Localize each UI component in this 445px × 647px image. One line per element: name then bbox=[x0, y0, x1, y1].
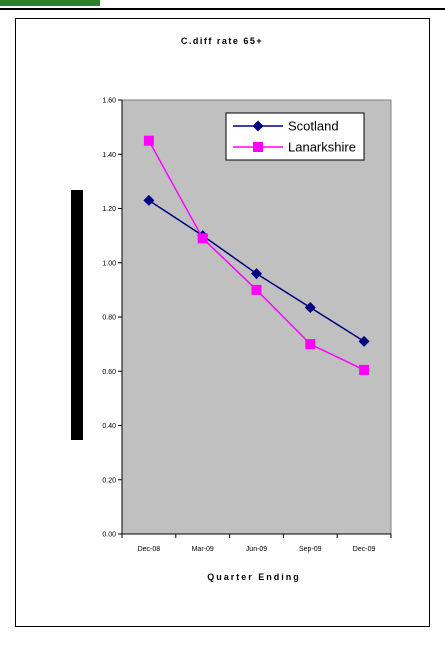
data-point-scotland bbox=[143, 194, 155, 206]
series-lanarkshire bbox=[143, 135, 370, 375]
data-point-lanarkshire bbox=[197, 233, 208, 244]
legend-label: Lanarkshire bbox=[288, 140, 356, 155]
y-tick-label: 0.60 bbox=[102, 369, 116, 376]
y-tick-label: 0.40 bbox=[102, 423, 116, 430]
x-tick-label: Sep-09 bbox=[299, 546, 322, 553]
data-point-lanarkshire bbox=[251, 284, 262, 295]
x-axis-label: Quarter Ending bbox=[207, 572, 301, 582]
legend-marker bbox=[252, 120, 264, 132]
legend: Scotland Lanarkshire bbox=[225, 112, 365, 161]
data-point-lanarkshire bbox=[305, 339, 316, 350]
y-axis-redaction-bar bbox=[71, 190, 83, 440]
y-tick-label: 0.00 bbox=[102, 532, 116, 539]
y-tick-label: 1.00 bbox=[102, 260, 116, 267]
data-point-scotland bbox=[358, 335, 370, 347]
legend-marker bbox=[253, 142, 263, 152]
x-tick-label: Mar-09 bbox=[192, 546, 214, 553]
y-tick-label: 0.20 bbox=[102, 477, 116, 484]
y-tick-label: 0.80 bbox=[102, 315, 116, 322]
legend-box bbox=[225, 112, 365, 161]
header-divider bbox=[0, 8, 445, 10]
series-layer bbox=[143, 135, 370, 375]
chart-frame bbox=[15, 18, 430, 627]
x-tick-label: Dec-09 bbox=[353, 546, 376, 553]
y-tick-label: 1.40 bbox=[102, 152, 116, 159]
data-point-lanarkshire bbox=[359, 364, 370, 375]
data-point-scotland bbox=[304, 302, 316, 314]
x-tick-label: Dec-08 bbox=[138, 546, 161, 553]
chart-title: C.diff rate 65+ bbox=[181, 36, 263, 46]
data-point-scotland bbox=[251, 268, 262, 280]
header-accent-bar bbox=[0, 0, 100, 6]
x-tick-label: Jun-09 bbox=[246, 546, 268, 553]
y-axis: 0.00 0.20 0.40 0.60 0.80 1.00 1.20 1.40 1.60 bbox=[102, 98, 123, 539]
y-tick-label: 1.20 bbox=[102, 206, 116, 213]
y-tick-label: 1.60 bbox=[102, 98, 116, 105]
x-axis: Dec-08 Mar-09 Jun-09 Sep-09 Dec-09 bbox=[121, 533, 392, 553]
legend-label: Scotland bbox=[288, 119, 339, 134]
data-point-lanarkshire bbox=[143, 135, 154, 146]
